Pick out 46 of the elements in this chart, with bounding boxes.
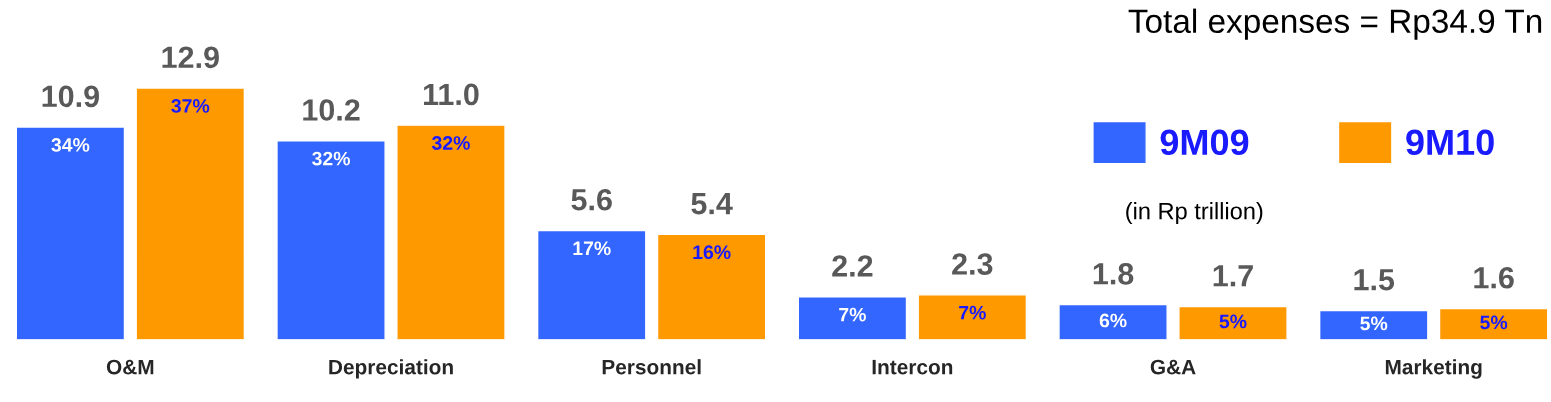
data-label: 5.6: [571, 188, 612, 211]
annotation: 6%: [1099, 313, 1127, 328]
data-label: 2.2: [832, 255, 873, 277]
data-label: 5.4: [691, 193, 733, 215]
bar: [276, 140, 386, 340]
annotation: 5%: [1219, 314, 1247, 329]
annotation: 7%: [959, 305, 986, 320]
bar: [1438, 307, 1549, 340]
bar: [536, 229, 647, 340]
annotation: 17%: [573, 241, 611, 256]
annotation: 5%: [1360, 316, 1388, 331]
legend-label: 9M10: [1406, 129, 1494, 156]
annotation: 32%: [431, 136, 470, 150]
x-tick-label: Depreciation: [329, 359, 453, 379]
annotation: 32%: [312, 151, 350, 166]
legend-label: 9M09: [1160, 129, 1249, 156]
bar: [135, 87, 246, 340]
data-label: 11.0: [424, 83, 479, 106]
chart-title: Total expenses = Rp34.9 Tn: [1128, 8, 1542, 40]
x-tick-label: Marketing: [1385, 359, 1482, 379]
bar: [797, 296, 908, 340]
annotation: 37%: [171, 99, 210, 113]
data-label: 1.7: [1213, 265, 1253, 287]
annotation: 5%: [1480, 315, 1508, 330]
bar: [15, 126, 126, 340]
x-tick-label: Intercon: [872, 359, 953, 375]
x-tick-label: Personnel: [602, 359, 701, 375]
bar: [1178, 305, 1288, 340]
data-label: 1.5: [1354, 269, 1395, 291]
x-tick-label: G&A: [1150, 359, 1196, 375]
annotation: (in Rp trillion): [1126, 202, 1263, 225]
data-label: 1.6: [1474, 266, 1514, 289]
bar: [1058, 303, 1168, 340]
data-label: 10.9: [42, 85, 99, 108]
annotation: 16%: [693, 245, 731, 260]
data-label: 10.2: [303, 99, 360, 121]
annotation: 34%: [51, 138, 90, 152]
bar: [1318, 309, 1429, 340]
annotation: 7%: [839, 307, 866, 322]
bar: [656, 233, 767, 340]
data-label: 1.8: [1093, 263, 1134, 285]
bar: [396, 124, 506, 340]
bar: [917, 294, 1028, 340]
data-label: 12.9: [162, 46, 219, 69]
data-label: 2.3: [952, 253, 993, 275]
x-tick-label: O&M: [106, 359, 154, 375]
